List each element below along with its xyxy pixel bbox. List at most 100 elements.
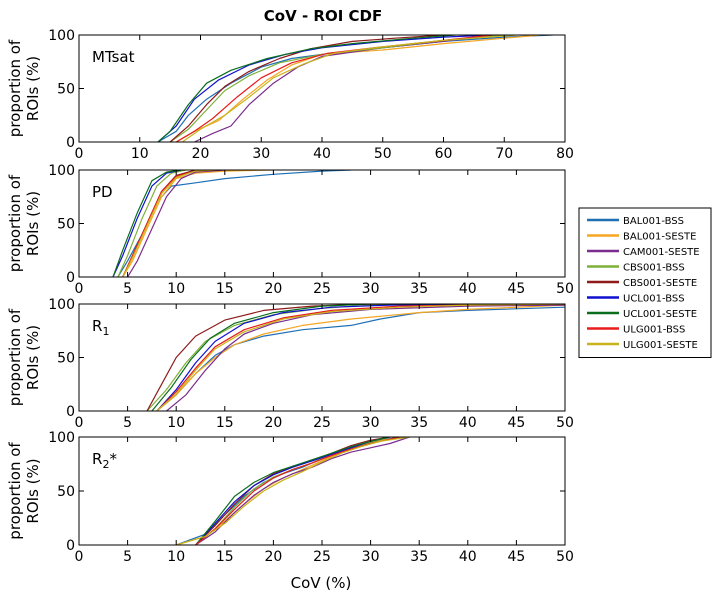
x-tick-label: 30 — [252, 146, 270, 162]
x-tick-label: 0 — [75, 415, 84, 431]
x-tick-label: 70 — [495, 146, 513, 162]
legend-label: ULG001-SESTE — [623, 340, 698, 351]
x-tick-label: 60 — [435, 146, 453, 162]
x-tick-label: 40 — [459, 415, 477, 431]
series-line-cbs001-seste — [146, 304, 565, 411]
legend-label: CAM001-SESTE — [623, 247, 700, 258]
panel-label: PD — [92, 183, 113, 201]
x-tick-label: 10 — [167, 281, 185, 297]
legend-label: BAL001-BSS — [623, 216, 684, 227]
legend-item: CAM001-SESTE — [587, 247, 700, 258]
y-tick-label: 50 — [57, 484, 75, 500]
y-tick-label: 0 — [66, 538, 75, 554]
legend-item: CBS001-BSS — [587, 263, 685, 274]
legend-label: UCL001-SESTE — [623, 309, 697, 320]
legend-item: BAL001-BSS — [587, 216, 684, 227]
x-tick-label: 45 — [507, 549, 525, 565]
x-tick-label: 5 — [123, 549, 132, 565]
panel-label: R2* — [92, 450, 117, 471]
x-tick-label: 40 — [459, 549, 477, 565]
x-tick-label: 30 — [362, 415, 380, 431]
series-line-cbs001-bss — [169, 35, 505, 142]
x-tick-label: 20 — [264, 549, 282, 565]
x-tick-label: 5 — [123, 415, 132, 431]
x-tick-label: 35 — [410, 549, 428, 565]
chart-title: CoV - ROI CDF — [264, 7, 382, 25]
series-line-cam001-seste — [166, 304, 565, 411]
axes-frame — [78, 436, 566, 546]
legend-label: CBS001-SESTE — [623, 278, 697, 289]
series-line-bal001-seste — [175, 35, 541, 142]
x-tick-label: 40 — [313, 146, 331, 162]
series-line-ulg001-bss — [156, 304, 565, 411]
series-line-ulg001-seste — [122, 170, 216, 277]
y-tick-label: 0 — [66, 404, 75, 420]
series-line-cbs001-seste — [195, 437, 391, 545]
legend-item: ULG001-SESTE — [587, 340, 698, 351]
series-line-ulg001-seste — [181, 35, 517, 142]
y-tick-label: 0 — [66, 135, 75, 151]
panel-2: 0 5 10 15 20 25 30 35 40 45 50 0 50 100 PD proportion o… — [6, 163, 574, 297]
x-tick-label: 15 — [216, 281, 234, 297]
x-tick-label: 50 — [556, 415, 574, 431]
series-line-bal001-seste — [122, 170, 274, 277]
series-line-ucl001-seste — [195, 437, 391, 545]
x-tick-label: 30 — [362, 281, 380, 297]
panel-1: 0 10 20 30 40 50 60 70 80 0 50 100 MTsat proportion o… — [6, 28, 574, 162]
legend-item: CBS001-SESTE — [587, 278, 697, 289]
x-tick-label: 20 — [192, 146, 210, 162]
series-line-cbs001-seste — [169, 35, 444, 142]
y-axis-label: proportion ofROIs (%) — [6, 308, 42, 406]
series-line-bal001-bss — [117, 170, 352, 277]
series-line-ucl001-seste — [157, 35, 456, 142]
x-tick-label: 50 — [556, 549, 574, 565]
legend-item: BAL001-SESTE — [587, 232, 696, 243]
series-line-cbs001-bss — [195, 437, 391, 545]
x-axis-label: CoV (%) — [291, 574, 352, 592]
series-line-cbs001-bss — [117, 170, 187, 277]
series-line-ucl001-seste — [151, 304, 565, 411]
series-line-ulg001-seste — [176, 437, 410, 545]
x-tick-label: 0 — [75, 281, 84, 297]
y-tick-label: 100 — [48, 163, 75, 179]
series-line-ucl001-bss — [112, 170, 182, 277]
x-tick-label: 0 — [75, 549, 84, 565]
x-tick-label: 35 — [410, 415, 428, 431]
series-line-cam001-seste — [195, 437, 410, 545]
y-tick-label: 100 — [48, 297, 75, 313]
y-axis-label: proportion ofROIs (%) — [6, 174, 42, 272]
x-tick-label: 50 — [556, 281, 574, 297]
x-tick-label: 10 — [131, 146, 149, 162]
series-line-ucl001-bss — [156, 304, 565, 411]
x-tick-label: 25 — [313, 549, 331, 565]
x-tick-label: 10 — [167, 415, 185, 431]
legend-item: ULG001-BSS — [587, 325, 685, 336]
y-tick-label: 50 — [57, 82, 75, 98]
x-tick-label: 25 — [313, 281, 331, 297]
series-line-ulg001-bss — [195, 437, 400, 545]
x-tick-label: 15 — [216, 415, 234, 431]
x-tick-label: 80 — [556, 146, 574, 162]
x-tick-label: 15 — [216, 549, 234, 565]
series-lines — [146, 304, 565, 411]
series-line-ucl001-bss — [157, 35, 493, 142]
series-line-bal001-seste — [156, 304, 565, 411]
series-line-bal001-bss — [156, 306, 565, 411]
y-tick-label: 0 — [66, 270, 75, 286]
x-tick-label: 0 — [75, 146, 84, 162]
y-tick-label: 100 — [48, 430, 75, 446]
axes-frame — [78, 34, 566, 143]
x-tick-label: 25 — [313, 415, 331, 431]
axes-frame — [78, 303, 566, 412]
series-line-cam001-seste — [127, 170, 225, 277]
x-tick-label: 5 — [123, 281, 132, 297]
legend-label: CBS001-BSS — [623, 263, 685, 274]
legend-label: ULG001-BSS — [623, 325, 685, 336]
x-tick-label: 35 — [410, 281, 428, 297]
y-axis-label: proportion ofROIs (%) — [6, 442, 42, 540]
y-tick-label: 50 — [57, 217, 75, 233]
legend-label: UCL001-BSS — [623, 294, 685, 305]
series-line-ucl001-bss — [195, 437, 391, 545]
series-line-bal001-bss — [157, 35, 553, 142]
